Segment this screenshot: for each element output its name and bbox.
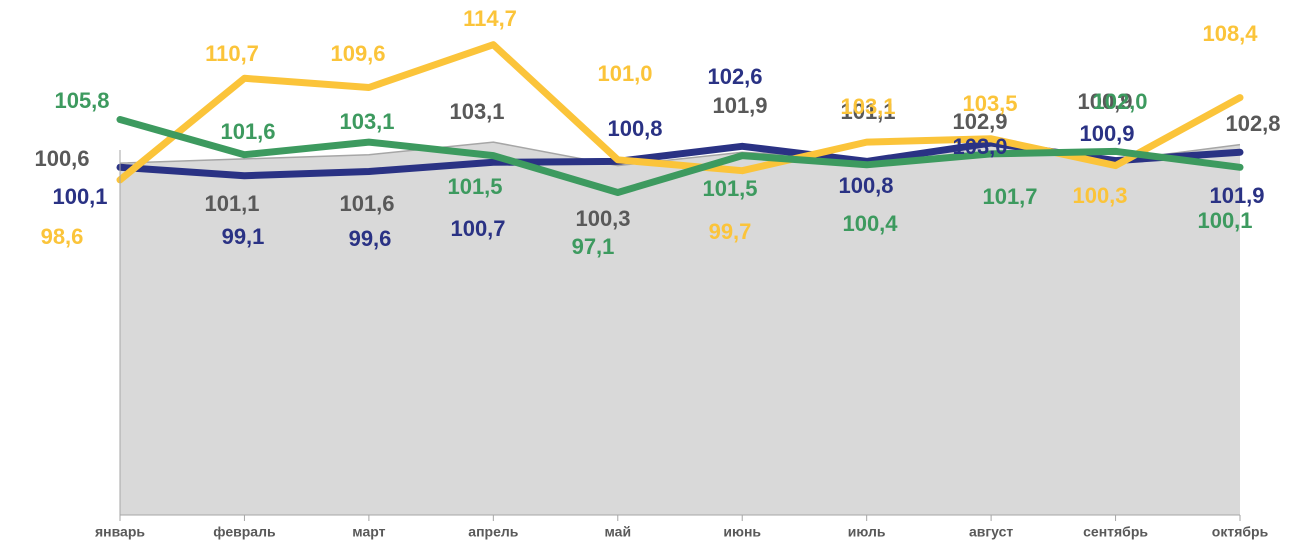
area: [120, 142, 1240, 515]
data-label: 103,0: [952, 134, 1007, 159]
data-label: 110,7: [205, 41, 259, 66]
x-tick-label: июнь: [723, 524, 761, 540]
data-label: 100,6: [34, 146, 89, 171]
data-label: 102,8: [1225, 111, 1280, 136]
x-tick-label: май: [604, 524, 631, 540]
x-tick-label: июль: [848, 524, 886, 540]
x-tick-label: апрель: [468, 524, 518, 540]
data-label: 100,8: [607, 116, 662, 141]
data-label: 100,1: [1197, 208, 1252, 233]
data-label: 100,8: [838, 173, 893, 198]
data-label: 101,7: [982, 184, 1037, 209]
data-label: 101,6: [339, 191, 394, 216]
data-label: 103,1: [339, 109, 394, 134]
data-label: 97,1: [572, 234, 615, 259]
data-label: 100,7: [450, 216, 505, 241]
data-label: 103,5: [962, 91, 1017, 116]
data-label: 101,1: [204, 191, 259, 216]
x-tick-label: октябрь: [1212, 524, 1269, 540]
data-label: 99,7: [709, 219, 752, 244]
data-label: 101,5: [702, 176, 757, 201]
data-label: 108,4: [1202, 21, 1258, 46]
data-label: 100,1: [52, 184, 107, 209]
line: [116, 116, 1244, 196]
data-label: 100,9: [1079, 121, 1134, 146]
data-label: 98,6: [41, 224, 84, 249]
data-label: 100,9: [1077, 89, 1132, 114]
data-label: 103,1: [449, 99, 504, 124]
data-label: 100,3: [1072, 183, 1127, 208]
data-label: 105,8: [54, 88, 109, 113]
data-label: 102,9: [952, 109, 1007, 134]
x-tick-label: февраль: [213, 524, 276, 540]
data-label: 101,0: [597, 61, 652, 86]
x-tick-label: март: [352, 524, 385, 540]
data-label: 114,7: [463, 6, 517, 31]
data-label: 99,6: [349, 226, 392, 251]
data-label: 102,6: [707, 64, 762, 89]
data-label: 100,4: [842, 211, 898, 236]
data-label: 101,9: [712, 93, 767, 118]
data-label: 109,6: [330, 41, 385, 66]
data-label: 100,3: [575, 206, 630, 231]
data-label: 99,1: [222, 224, 265, 249]
data-label: 101,1: [840, 99, 895, 124]
data-label: 101,6: [220, 119, 275, 144]
x-tick-label: август: [969, 524, 1013, 540]
x-tick-label: январь: [95, 524, 145, 540]
data-label: 101,5: [447, 174, 502, 199]
data-label: 103,1: [840, 94, 895, 119]
data-label: 101,9: [1209, 183, 1264, 208]
data-label: 102,0: [1092, 89, 1147, 114]
x-tick-label: сентябрь: [1083, 524, 1148, 540]
